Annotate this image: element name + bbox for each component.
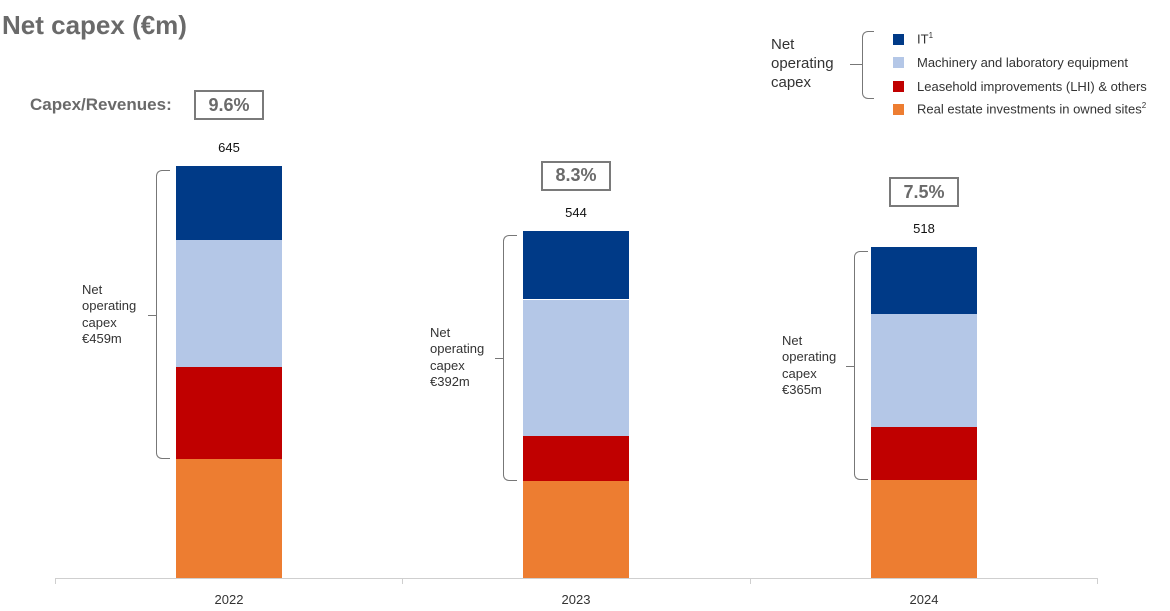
net-operating-capex-bracket-2023 bbox=[503, 234, 517, 481]
bar-2023-machinery bbox=[523, 299, 629, 437]
net-operating-capex-bracket-2024 bbox=[854, 251, 868, 481]
legend-brace-tick bbox=[850, 64, 862, 65]
bar-2023-it bbox=[523, 230, 629, 300]
bar-2022-machinery bbox=[176, 240, 282, 367]
net-operating-capex-bracket-tick-2024 bbox=[846, 365, 854, 367]
bar-2023-real_estate bbox=[523, 480, 629, 578]
x-tick-label-2022: 2022 bbox=[214, 592, 244, 607]
bar-2024-machinery bbox=[871, 314, 977, 428]
bar-2024-lhi bbox=[871, 427, 977, 481]
net-operating-capex-label-2023: Net operating capex €392m bbox=[430, 324, 485, 390]
x-axis-tick bbox=[402, 578, 403, 584]
legend-footnote-real_estate: 2 bbox=[1141, 101, 1147, 111]
x-axis-line bbox=[55, 578, 1098, 579]
legend-swatch-real_estate bbox=[893, 103, 904, 115]
x-axis-tick bbox=[1097, 578, 1098, 584]
capex-revenue-ratio-2022: 9.6% bbox=[194, 90, 264, 120]
bar-2024-real_estate bbox=[871, 480, 977, 578]
legend-swatch-lhi bbox=[893, 80, 904, 92]
capex-revenue-ratio-2023: 8.3% bbox=[541, 160, 611, 191]
bar-2022-real_estate bbox=[176, 459, 282, 578]
x-axis-tick bbox=[750, 578, 751, 584]
legend-item-lhi: Leasehold improvements (LHI) & others bbox=[893, 78, 1147, 94]
total-label-2022: 645 bbox=[218, 140, 240, 155]
net-operating-capex-label-2022: Net operating capex €459m bbox=[82, 281, 137, 347]
legend-label-lhi: Leasehold improvements (LHI) & others bbox=[917, 78, 1147, 94]
legend-item-it: IT1 bbox=[893, 31, 933, 47]
total-label-2024: 518 bbox=[913, 221, 935, 237]
net-operating-capex-bracket-tick-2022 bbox=[148, 314, 156, 316]
x-axis-tick bbox=[55, 578, 56, 584]
bar-2024-it bbox=[871, 247, 977, 315]
bar-2022-it bbox=[176, 166, 282, 241]
legend-swatch-it bbox=[893, 33, 904, 45]
capex-revenue-ratio-2024: 7.5% bbox=[889, 177, 959, 208]
capex-revenues-label: Capex/Revenues: bbox=[30, 95, 172, 114]
legend-label-machinery: Machinery and laboratory equipment bbox=[917, 54, 1129, 70]
net-operating-capex-bracket-2022 bbox=[156, 170, 170, 460]
legend-label-it: IT1 bbox=[917, 31, 934, 47]
legend-title: Net operating capex bbox=[771, 36, 834, 91]
legend-swatch-machinery bbox=[893, 56, 904, 68]
x-tick-label-2024: 2024 bbox=[909, 592, 939, 607]
x-tick-label-2023: 2023 bbox=[561, 592, 591, 607]
net-operating-capex-bracket-tick-2023 bbox=[495, 357, 503, 359]
legend-footnote-it: 1 bbox=[928, 31, 934, 41]
net-operating-capex-label-2024: Net operating capex €365m bbox=[782, 332, 837, 398]
legend-brace-icon bbox=[862, 31, 874, 99]
legend-item-real_estate: Real estate investments in owned sites2 bbox=[893, 101, 1146, 117]
total-label-2023: 544 bbox=[565, 204, 587, 220]
bar-2022-lhi bbox=[176, 366, 282, 460]
legend-label-real_estate: Real estate investments in owned sites2 bbox=[917, 101, 1147, 117]
bar-2023-lhi bbox=[523, 436, 629, 481]
page-title: Net capex (€m) bbox=[2, 10, 187, 40]
legend-item-machinery: Machinery and laboratory equipment bbox=[893, 54, 1128, 70]
